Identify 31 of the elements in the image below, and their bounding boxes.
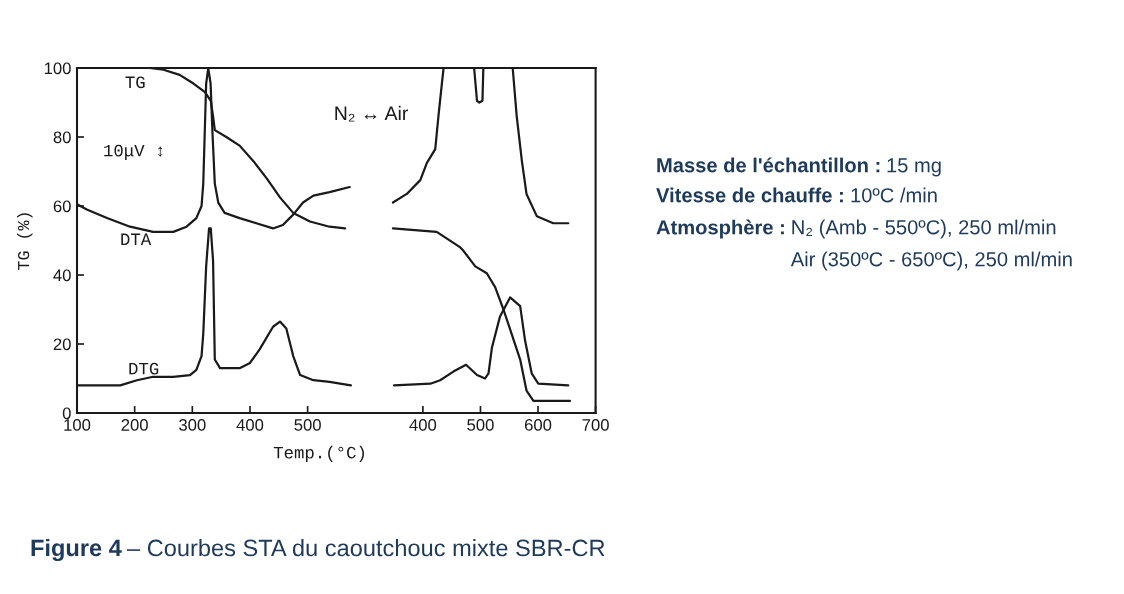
annotation: N₂ ↔ Air (335, 105, 409, 122)
series-label: TG (125, 76, 145, 89)
caption: Figure 4 (31, 538, 122, 562)
y-tick-label: 0 (62, 407, 71, 420)
text: 10ºC /min (851, 187, 937, 203)
series-label: DTA (121, 233, 152, 245)
text: Masse de l'échantillon : (657, 157, 880, 173)
text: 15 mg (887, 158, 941, 177)
x-axis-title: Temp.(°C) (273, 445, 364, 462)
y-tick-label: 80 (53, 131, 71, 144)
series-label: DTG (129, 362, 159, 375)
x-tick-label: 100 (64, 419, 91, 431)
y-tick-label: 100 (44, 62, 71, 75)
x-tick-label: 200 (121, 419, 148, 431)
y-tick-label: 20 (53, 338, 71, 351)
text: N₂ (Amb - 550ºC), 250 ml/min (792, 219, 1056, 239)
x-tick-label: 400 (236, 419, 264, 431)
x-tick-label: 700 (582, 419, 609, 431)
y-axis-title: TG (%) (16, 213, 33, 270)
x-tick-label: 500 (294, 419, 321, 431)
annotation: 10μV ↕ (104, 144, 163, 160)
text: Vitesse de chauffe : (656, 187, 843, 203)
text: Atmosphère : (656, 219, 784, 239)
text: Air (350ºC - 650ºC), 250 ml/min (790, 251, 1072, 271)
x-tick-label: 300 (179, 419, 206, 431)
x-tick-label: 500 (467, 419, 494, 431)
x-tick-label: 400 (409, 419, 437, 431)
y-tick-label: 60 (53, 200, 71, 213)
y-tick-label: 40 (53, 269, 71, 282)
x-tick-label: 600 (524, 419, 552, 431)
text: – Courbes STA du caoutchouc mixte SBR-CR (127, 538, 605, 557)
